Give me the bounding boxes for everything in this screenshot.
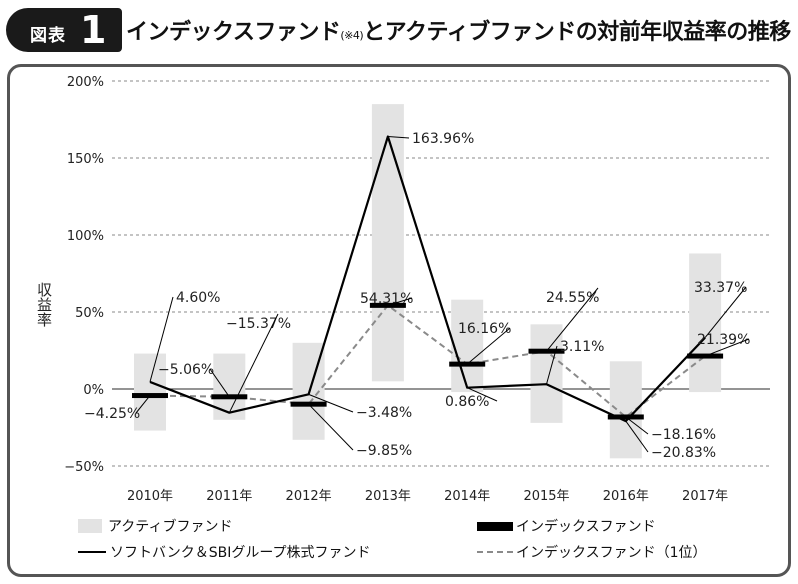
active-fund-range-bar bbox=[451, 299, 484, 393]
leader-line bbox=[546, 287, 599, 352]
leader-line bbox=[466, 387, 498, 402]
leader-line bbox=[625, 416, 649, 435]
x-tick-label: 2010年 bbox=[127, 489, 173, 504]
y-tick-label: −50% bbox=[64, 460, 104, 475]
data-label: −20.83% bbox=[651, 445, 716, 461]
x-tick-label: 2016年 bbox=[603, 489, 649, 504]
leader-line bbox=[387, 136, 410, 139]
data-label: −3.48% bbox=[356, 405, 412, 421]
data-label: 33.37% bbox=[694, 280, 747, 296]
data-label: −15.37% bbox=[226, 316, 291, 332]
data-label: 0.86% bbox=[445, 394, 489, 410]
data-label: 21.39% bbox=[697, 332, 750, 348]
data-label: 54.31% bbox=[360, 291, 413, 307]
chart-title: インデックスファンド(※4)とアクティブファンドの対前年収益率の推移 bbox=[126, 14, 791, 46]
data-label: −5.06% bbox=[158, 362, 214, 378]
leader-line bbox=[387, 297, 413, 306]
leader-line bbox=[228, 313, 279, 413]
leader-line bbox=[546, 345, 558, 385]
leader-line bbox=[308, 403, 354, 451]
data-label: −18.16% bbox=[651, 427, 716, 443]
y-tick-label: 50% bbox=[75, 306, 104, 321]
badge-number: 1 bbox=[80, 8, 107, 52]
active-fund-range-bar bbox=[371, 104, 404, 382]
header: 図表 1 インデックスファンド(※4)とアクティブファンドの対前年収益率の推移 bbox=[0, 0, 798, 60]
x-tick-label: 2017年 bbox=[682, 489, 728, 504]
y-tick-label: 0% bbox=[83, 383, 104, 398]
x-tick-label: 2013年 bbox=[365, 489, 411, 504]
active-fund-range-bar bbox=[134, 353, 166, 431]
leader-line bbox=[466, 327, 511, 365]
x-tick-label: 2011年 bbox=[206, 489, 252, 504]
data-label: 24.55% bbox=[546, 290, 599, 306]
title-note: (※4) bbox=[340, 29, 364, 42]
leader-line bbox=[704, 286, 747, 338]
title-part1: インデックスファンド bbox=[126, 20, 341, 45]
figure-badge: 図表 1 bbox=[6, 8, 122, 52]
x-tick-label: 2012年 bbox=[286, 489, 332, 504]
badge-label: 図表 bbox=[30, 26, 66, 46]
y-tick-label: 200% bbox=[67, 75, 104, 90]
data-label: −4.25% bbox=[84, 406, 140, 422]
leader-line bbox=[704, 338, 750, 357]
x-tick-label: 2015年 bbox=[523, 489, 569, 504]
leader-line bbox=[625, 420, 649, 453]
leader-line bbox=[135, 395, 151, 414]
y-tick-label: 100% bbox=[67, 229, 104, 244]
active-fund-range-bar bbox=[689, 253, 722, 393]
data-label: −9.85% bbox=[356, 443, 412, 459]
leader-line bbox=[209, 368, 230, 398]
data-label: 3.11% bbox=[560, 339, 604, 355]
active-fund-range-bar bbox=[530, 324, 563, 423]
y-axis-label: 収益率 bbox=[35, 282, 53, 327]
data-label: 4.60% bbox=[176, 290, 220, 306]
title-part2: とアクティブファンドの対前年収益率の推移 bbox=[363, 20, 791, 45]
x-tick-label: 2014年 bbox=[444, 489, 490, 504]
y-tick-label: 150% bbox=[67, 152, 104, 167]
data-label: 16.16% bbox=[458, 321, 511, 337]
leader-line bbox=[308, 393, 354, 413]
data-label: 163.96% bbox=[412, 131, 474, 147]
leader-line bbox=[149, 296, 174, 383]
